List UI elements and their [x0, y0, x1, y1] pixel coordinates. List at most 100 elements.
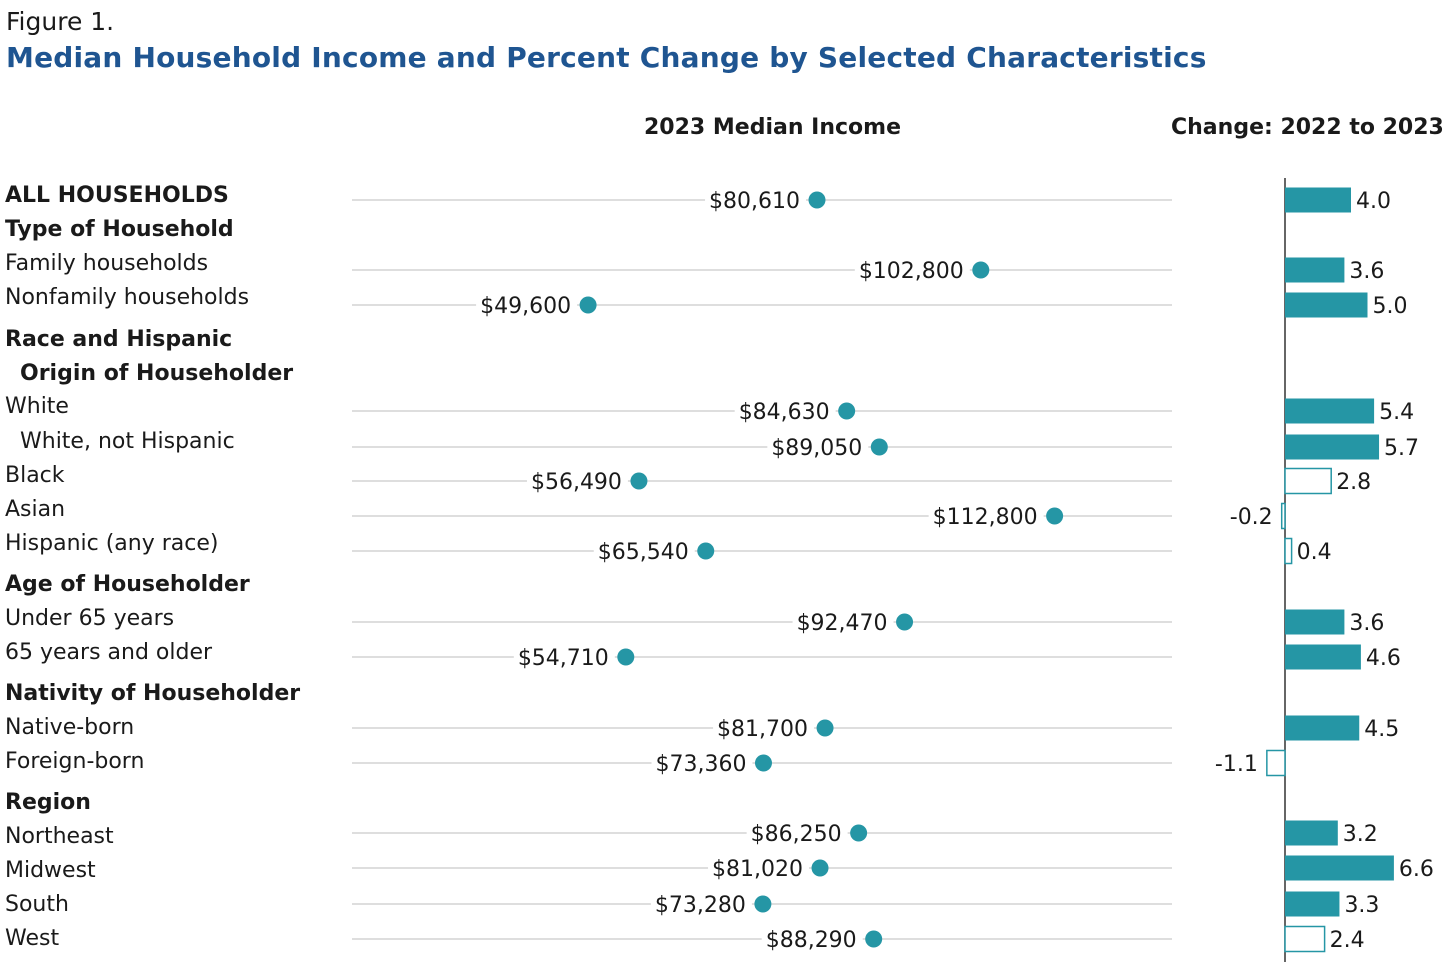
income-value-label: $73,360: [655, 752, 746, 777]
income-value-label: $112,800: [933, 505, 1038, 530]
change-value-label: 5.7: [1384, 436, 1419, 461]
income-dot: [870, 438, 888, 456]
income-value-label: $65,540: [598, 540, 689, 565]
income-label-backing: [650, 890, 752, 918]
row-label: Race and Hispanic: [5, 327, 232, 352]
income-value-label: $88,290: [766, 928, 857, 953]
change-value-label: 6.6: [1399, 857, 1434, 882]
income-dot: [850, 824, 868, 842]
figure-label: Figure 1.: [6, 7, 115, 36]
change-bar: [1285, 644, 1361, 670]
income-label-backing: [705, 186, 806, 214]
income-dot: [697, 542, 715, 560]
change-bar: [1285, 257, 1345, 283]
income-dot: [754, 895, 772, 913]
income-dot: [1046, 507, 1064, 525]
row-label: Family households: [5, 251, 208, 276]
change-bar: [1284, 467, 1332, 495]
income-label-backing: [526, 467, 628, 495]
income-dot: [617, 648, 635, 666]
income-dot: [838, 402, 856, 420]
change-value-label: 4.0: [1356, 189, 1391, 214]
income-label-backing: [854, 256, 970, 284]
change-value-label: -1.1: [1215, 752, 1258, 777]
income-dot: [579, 296, 597, 314]
change-bar: [1285, 434, 1380, 460]
income-label-backing: [928, 502, 1044, 530]
row-label: 65 years and older: [5, 640, 213, 665]
change-bar: [1280, 502, 1286, 530]
row-label: Nonfamily households: [5, 285, 249, 310]
change-value-label: 3.2: [1343, 822, 1378, 847]
income-dot: [754, 754, 772, 772]
row-label: Region: [5, 790, 91, 815]
income-value-label: $86,250: [751, 822, 842, 847]
change-bar: [1285, 891, 1340, 917]
row-label: Nativity of Householder: [5, 681, 300, 706]
income-label-backing: [513, 643, 615, 671]
change-value-label: 5.4: [1379, 400, 1414, 425]
income-label-backing: [746, 819, 848, 847]
row-label: West: [5, 926, 59, 951]
change-bar: [1284, 537, 1293, 565]
change-value-label: 3.6: [1349, 259, 1384, 284]
income-dot: [972, 261, 990, 279]
row-label: Black: [5, 463, 65, 488]
row-label: Native-born: [5, 715, 134, 740]
row-label: Asian: [5, 497, 65, 522]
row-label: Origin of Householder: [20, 361, 293, 386]
income-label-backing: [651, 749, 753, 777]
change-bar: [1285, 292, 1368, 318]
change-value-label: 0.4: [1297, 540, 1332, 565]
income-value-label: $102,800: [859, 259, 964, 284]
change-value-label: 5.0: [1373, 294, 1408, 319]
change-bar: [1285, 715, 1360, 741]
income-value-label: $89,050: [771, 436, 862, 461]
change-bar: [1266, 749, 1286, 777]
income-dot: [816, 719, 834, 737]
change-value-label: 2.4: [1330, 928, 1365, 953]
income-label-backing: [761, 925, 863, 953]
income-value-label: $80,610: [709, 189, 800, 214]
income-dot: [808, 191, 826, 209]
row-label: Northeast: [5, 824, 114, 849]
row-label: Age of Householder: [5, 572, 250, 597]
change-column-header: Change: 2022 to 2023: [1171, 115, 1444, 140]
row-label: Under 65 years: [5, 606, 174, 631]
income-dot: [630, 472, 648, 490]
change-value-label: 4.6: [1366, 646, 1401, 671]
income-label-backing: [593, 537, 695, 565]
change-bar: [1284, 925, 1326, 953]
change-bar: [1285, 820, 1338, 846]
income-value-label: $84,630: [739, 400, 830, 425]
row-label: Foreign-born: [5, 749, 144, 774]
row-label: Type of Household: [5, 217, 234, 242]
income-column-header: 2023 Median Income: [644, 115, 902, 140]
chart-title: Median Household Income and Percent Chan…: [6, 41, 1207, 74]
income-dot: [811, 859, 829, 877]
row-label: Hispanic (any race): [5, 531, 218, 556]
income-label-backing: [734, 397, 836, 425]
row-label: White, not Hispanic: [20, 429, 235, 454]
income-value-label: $81,700: [717, 717, 808, 742]
income-label-backing: [713, 714, 815, 742]
change-value-label: 3.6: [1349, 611, 1384, 636]
change-value-label: 4.5: [1364, 717, 1399, 742]
income-value-label: $56,490: [531, 470, 622, 495]
row-label: ALL HOUSEHOLDS: [5, 183, 229, 208]
change-bar: [1285, 398, 1375, 424]
income-label-backing: [792, 608, 894, 636]
income-value-label: $92,470: [797, 611, 888, 636]
income-value-label: $73,280: [655, 893, 746, 918]
income-value-label: $54,710: [518, 646, 609, 671]
income-value-label: $49,600: [480, 294, 571, 319]
change-value-label: -0.2: [1230, 505, 1273, 530]
income-label-backing: [476, 291, 578, 319]
change-bar: [1285, 609, 1345, 635]
income-value-label: $81,020: [712, 857, 803, 882]
income-dot: [865, 930, 883, 948]
change-bar: [1285, 855, 1394, 881]
income-label-backing: [767, 433, 869, 461]
change-value-label: 3.3: [1344, 893, 1379, 918]
